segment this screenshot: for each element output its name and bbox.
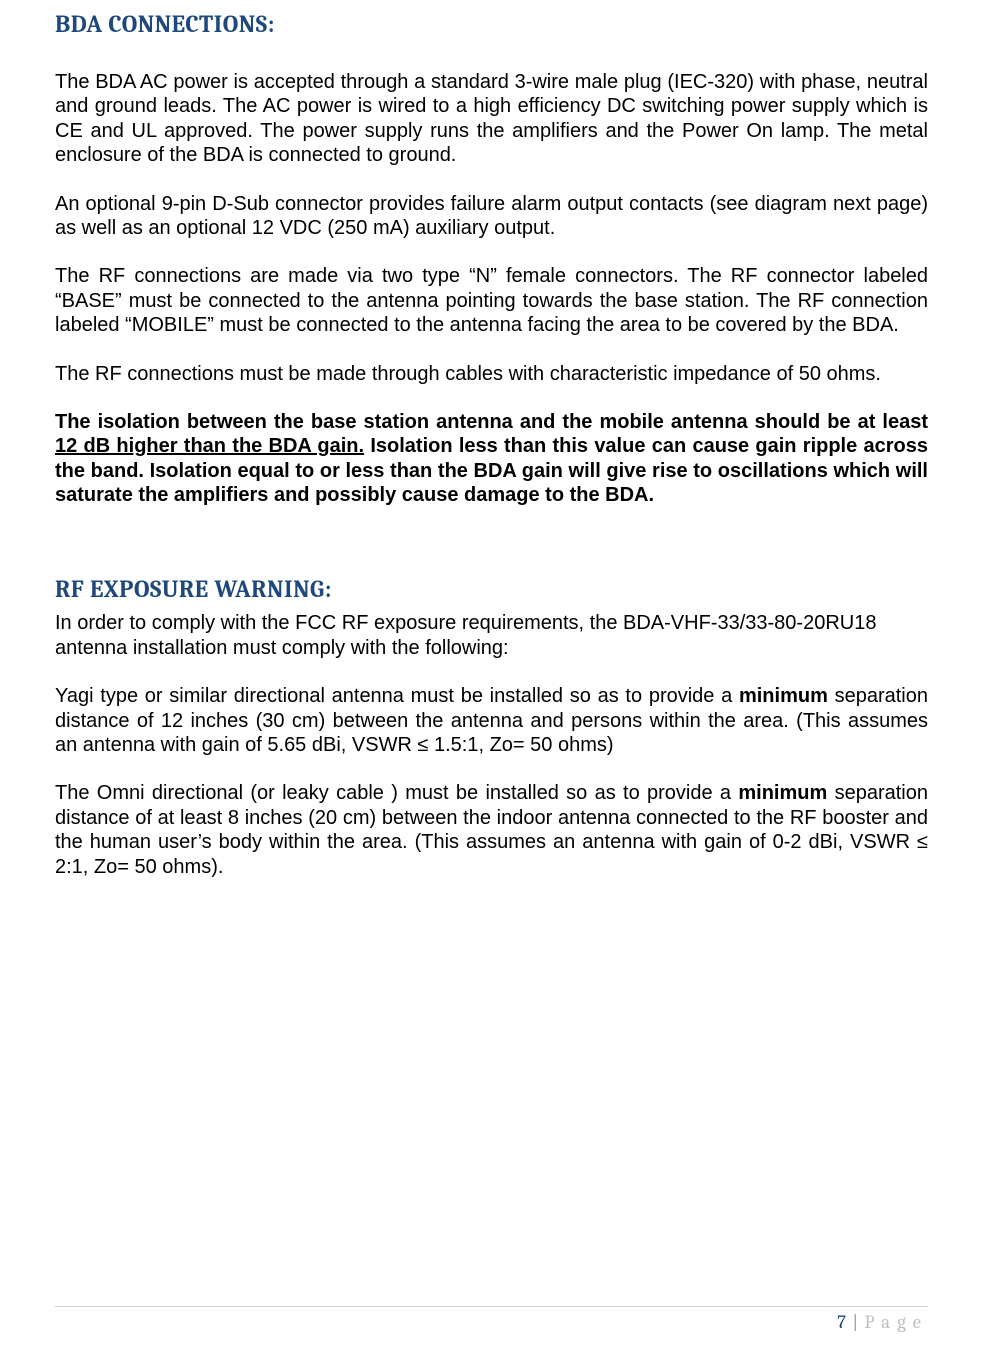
footer-separator: | <box>848 1311 862 1333</box>
paragraph-fcc-intro: In order to comply with the FCC RF expos… <box>55 611 928 660</box>
heading-bda-connections: BDA CONNECTIONS: <box>55 10 928 38</box>
paragraph-impedance: The RF connections must be made through … <box>55 362 928 386</box>
paragraph-rf-connectors: The RF connections are made via two type… <box>55 264 928 337</box>
page-label: Page <box>864 1311 928 1333</box>
paragraph-omni: The Omni directional (or leaky cable ) m… <box>55 781 928 879</box>
page-number: 7 <box>837 1311 846 1333</box>
heading-rf-exposure: RF EXPOSURE WARNING: <box>55 575 928 603</box>
paragraph-yagi: Yagi type or similar directional antenna… <box>55 684 928 757</box>
omni-minimum: minimum <box>738 782 827 804</box>
yagi-text-a: Yagi type or similar directional antenna… <box>55 685 739 707</box>
isolation-text-a: The isolation between the base station a… <box>55 411 928 433</box>
page-footer: 7 | Page <box>55 1306 928 1333</box>
paragraph-ac-power: The BDA AC power is accepted through a s… <box>55 70 928 168</box>
yagi-minimum: minimum <box>739 685 828 707</box>
isolation-text-underline: 12 dB higher than the BDA gain. <box>55 435 364 457</box>
paragraph-dsub: An optional 9-pin D-Sub connector provid… <box>55 192 928 241</box>
paragraph-isolation-warning: The isolation between the base station a… <box>55 410 928 508</box>
omni-text-a: The Omni directional (or leaky cable ) m… <box>55 782 738 804</box>
